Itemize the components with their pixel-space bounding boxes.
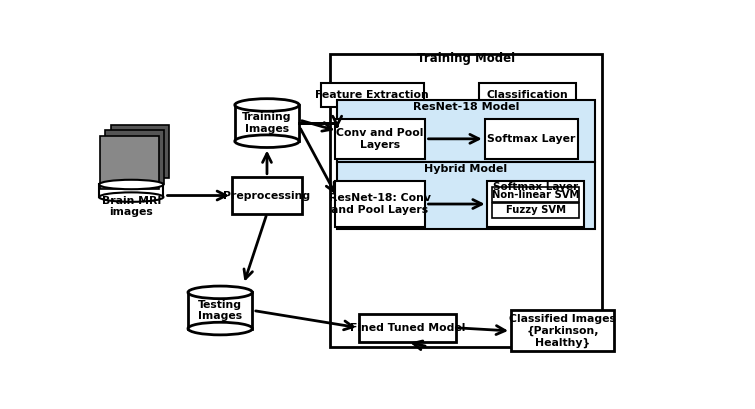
Text: Non-linear SVM: Non-linear SVM — [492, 190, 579, 200]
Polygon shape — [188, 292, 252, 328]
Ellipse shape — [188, 286, 252, 299]
Text: Fuzzy SVM: Fuzzy SVM — [506, 205, 565, 215]
Text: Classification: Classification — [486, 90, 569, 100]
Ellipse shape — [188, 322, 252, 335]
FancyBboxPatch shape — [334, 181, 425, 227]
Text: Brain MRI
images: Brain MRI images — [102, 196, 161, 217]
FancyBboxPatch shape — [511, 310, 614, 351]
Ellipse shape — [99, 180, 163, 189]
Polygon shape — [99, 184, 163, 197]
Text: Preprocessing: Preprocessing — [223, 191, 310, 200]
Text: Softmax Layer: Softmax Layer — [487, 134, 575, 144]
Ellipse shape — [99, 192, 163, 202]
FancyBboxPatch shape — [330, 54, 602, 347]
FancyBboxPatch shape — [106, 130, 164, 184]
Text: Training Model: Training Model — [417, 52, 515, 65]
FancyBboxPatch shape — [337, 100, 595, 162]
FancyBboxPatch shape — [321, 83, 424, 107]
Text: Fined Tuned Model: Fined Tuned Model — [350, 323, 465, 333]
FancyBboxPatch shape — [111, 125, 169, 178]
Text: Softmax Layer: Softmax Layer — [493, 182, 578, 192]
Polygon shape — [235, 105, 299, 141]
FancyBboxPatch shape — [487, 181, 584, 227]
Text: Training
Images: Training Images — [242, 112, 291, 134]
FancyBboxPatch shape — [337, 162, 595, 229]
FancyBboxPatch shape — [492, 187, 579, 202]
Text: Classified Images
{Parkinson,
Healthy}: Classified Images {Parkinson, Healthy} — [509, 314, 616, 348]
Ellipse shape — [235, 135, 299, 148]
FancyBboxPatch shape — [359, 314, 456, 342]
Text: ResNet-18: Conv
and Pool Layers: ResNet-18: Conv and Pool Layers — [329, 193, 431, 215]
Text: Hybrid Model: Hybrid Model — [424, 164, 507, 173]
FancyBboxPatch shape — [479, 83, 575, 107]
Ellipse shape — [235, 99, 299, 111]
Text: ResNet-18 Model: ResNet-18 Model — [413, 102, 519, 112]
FancyBboxPatch shape — [232, 178, 302, 213]
FancyBboxPatch shape — [492, 203, 579, 218]
FancyBboxPatch shape — [485, 119, 578, 159]
FancyBboxPatch shape — [334, 119, 425, 159]
Text: Feature Extraction: Feature Extraction — [316, 90, 429, 100]
Text: Conv and Pool
Layers: Conv and Pool Layers — [336, 128, 424, 150]
FancyBboxPatch shape — [100, 136, 159, 189]
Text: Testing
Images: Testing Images — [198, 300, 242, 321]
